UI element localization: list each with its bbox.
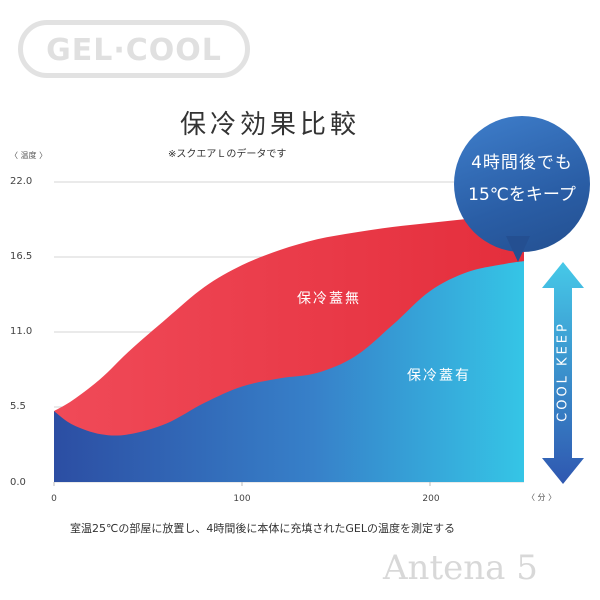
series-label-no-lid: 保冷蓋無 xyxy=(297,291,361,307)
callout-bubble xyxy=(454,116,590,252)
callout-bubble-tail xyxy=(506,236,530,262)
chart-title: 保冷効果比較 xyxy=(179,110,360,140)
callout-text-line2: 15℃をキープ xyxy=(468,185,576,205)
x-tick-label: 200 xyxy=(422,494,440,504)
x-tick-label: 0 xyxy=(51,494,57,504)
gel-cool-logo: GEL·COOL xyxy=(18,20,250,78)
measurement-note: 室温25℃の部屋に放置し、4時間後に本体に充填されたGELの温度を測定する xyxy=(70,522,455,535)
y-tick-label: 16.5 xyxy=(10,251,33,262)
callout-text-line1: 4時間後でも xyxy=(471,153,573,173)
watermark: Antena 5 xyxy=(383,548,538,588)
chart-subtitle: ※スクエアＬのデータです xyxy=(168,149,287,160)
cool-keep-label: COOL KEEP xyxy=(555,321,571,422)
x-tick-label: 100 xyxy=(233,494,251,504)
x-ticks xyxy=(53,482,431,486)
logo-text: GEL·COOL xyxy=(46,33,222,68)
cool-keep-arrow-shape xyxy=(542,262,584,484)
y-axis-label: 〈 温度 〉 xyxy=(10,151,48,160)
y-tick-label: 0.0 xyxy=(10,477,26,488)
y-tick-label: 22.0 xyxy=(10,176,33,187)
x-axis-label: 〈 分 〉 xyxy=(527,493,557,502)
series-area-with-lid xyxy=(54,261,524,482)
series-areas xyxy=(54,209,524,483)
series-label-with-lid: 保冷蓋有 xyxy=(407,368,471,384)
cool-keep-arrow xyxy=(542,262,584,484)
y-tick-label: 5.5 xyxy=(10,401,26,412)
y-tick-label: 11.0 xyxy=(10,326,33,337)
